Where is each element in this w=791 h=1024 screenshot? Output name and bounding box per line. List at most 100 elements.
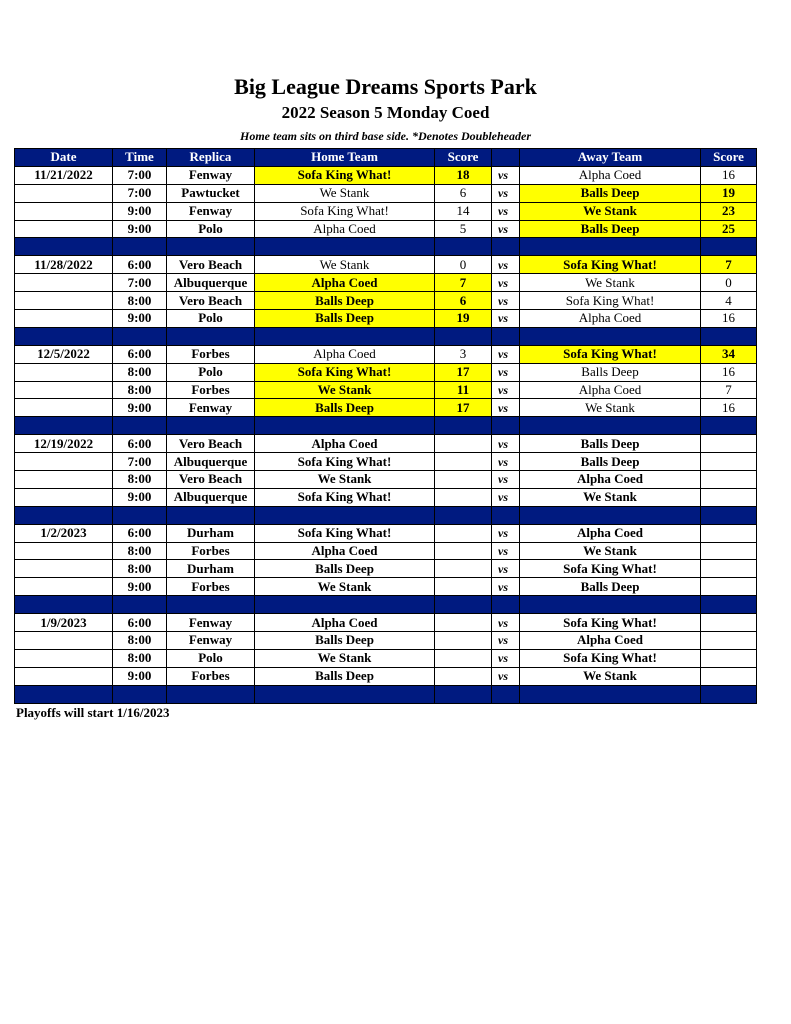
away-team: We Stank	[519, 201, 701, 221]
separator-cell	[14, 326, 113, 346]
game-replica: Fenway	[166, 165, 255, 185]
schedule-body: 11/21/2022 7:00 Fenway Sofa King What! 18 vs A…	[14, 165, 757, 704]
home-score: 3	[434, 344, 492, 364]
vs-label: vs	[491, 380, 520, 400]
game-replica: Vero Beach	[166, 291, 255, 311]
game-row: 9:00 Forbes We Stank vs Balls Deep	[14, 577, 757, 597]
game-replica: Fenway	[166, 631, 255, 650]
home-team: We Stank	[254, 380, 435, 400]
game-date	[14, 380, 113, 400]
vs-label: vs	[491, 523, 520, 543]
away-score	[700, 666, 757, 686]
home-team: Balls Deep	[254, 559, 435, 579]
game-date: 12/5/2022	[14, 344, 113, 364]
game-date	[14, 452, 113, 472]
home-team: Alpha Coed	[254, 613, 435, 633]
vs-label: vs	[491, 309, 520, 328]
away-team: Sofa King What!	[519, 291, 701, 311]
game-date	[14, 470, 113, 489]
separator-cell	[700, 237, 757, 257]
vs-label: vs	[491, 452, 520, 472]
away-score: 7	[700, 255, 757, 275]
away-score	[700, 613, 757, 633]
game-time: 8:00	[112, 362, 167, 382]
home-score	[434, 577, 492, 597]
separator-cell	[166, 416, 255, 436]
home-score	[434, 631, 492, 650]
away-score	[700, 523, 757, 543]
home-team: Balls Deep	[254, 631, 435, 650]
week-separator-row	[14, 416, 757, 436]
game-time: 9:00	[112, 487, 167, 507]
separator-cell	[166, 505, 255, 525]
home-score	[434, 434, 492, 454]
away-team: Balls Deep	[519, 362, 701, 382]
game-replica: Fenway	[166, 613, 255, 633]
home-team: We Stank	[254, 255, 435, 275]
game-time: 7:00	[112, 183, 167, 203]
game-replica: Polo	[166, 362, 255, 382]
away-score: 16	[700, 309, 757, 328]
game-date	[14, 541, 113, 561]
separator-cell	[254, 326, 435, 346]
separator-cell	[14, 237, 113, 257]
home-score: 17	[434, 398, 492, 418]
vs-label: vs	[491, 255, 520, 275]
separator-cell	[112, 237, 167, 257]
game-time: 8:00	[112, 380, 167, 400]
away-team: Sofa King What!	[519, 613, 701, 633]
game-replica: Forbes	[166, 666, 255, 686]
home-team: Alpha Coed	[254, 434, 435, 454]
week-separator-row	[14, 237, 757, 257]
separator-cell	[700, 416, 757, 436]
away-score	[700, 648, 757, 668]
game-date: 1/2/2023	[14, 523, 113, 543]
away-score	[700, 434, 757, 454]
game-row: 8:00 Forbes We Stank 11 vs Alpha Coed 7	[14, 380, 757, 400]
game-date: 11/21/2022	[14, 165, 113, 185]
week-separator-row	[14, 595, 757, 615]
home-team-note: Home team sits on third base side. *Deno…	[240, 129, 531, 143]
away-score	[700, 470, 757, 489]
game-date: 11/28/2022	[14, 255, 113, 275]
home-team: Sofa King What!	[254, 523, 435, 543]
away-team: Sofa King What!	[519, 559, 701, 579]
separator-cell	[112, 684, 167, 704]
separator-cell	[434, 416, 492, 436]
away-score: 16	[700, 165, 757, 185]
home-score: 19	[434, 309, 492, 328]
vs-label: vs	[491, 344, 520, 364]
away-team: Alpha Coed	[519, 470, 701, 489]
game-date	[14, 183, 113, 203]
game-row: 7:00 Albuquerque Sofa King What! vs Balls De…	[14, 452, 757, 472]
game-date	[14, 273, 113, 293]
away-score	[700, 541, 757, 561]
separator-cell	[166, 684, 255, 704]
home-team: We Stank	[254, 577, 435, 597]
game-replica: Forbes	[166, 541, 255, 561]
home-score	[434, 470, 492, 489]
game-date: 1/9/2023	[14, 613, 113, 633]
separator-cell	[434, 505, 492, 525]
game-time: 8:00	[112, 541, 167, 561]
separator-cell	[14, 416, 113, 436]
home-team: Balls Deep	[254, 666, 435, 686]
game-row: 12/5/2022 6:00 Forbes Alpha Coed 3 vs Sofa Kin…	[14, 344, 757, 364]
vs-label: vs	[491, 631, 520, 650]
game-row: 8:00 Polo Sofa King What! 17 vs Balls Deep 16	[14, 362, 757, 382]
away-team: Alpha Coed	[519, 309, 701, 328]
game-date	[14, 362, 113, 382]
vs-label: vs	[491, 291, 520, 311]
away-score: 0	[700, 273, 757, 293]
game-time: 8:00	[112, 559, 167, 579]
header-home-team: Home Team	[254, 148, 435, 167]
away-score	[700, 631, 757, 650]
away-team: Alpha Coed	[519, 523, 701, 543]
game-date	[14, 398, 113, 418]
week-separator-row	[14, 684, 757, 704]
header-away-team: Away Team	[519, 148, 701, 167]
game-replica: Vero Beach	[166, 470, 255, 489]
separator-cell	[491, 595, 520, 615]
home-score: 11	[434, 380, 492, 400]
